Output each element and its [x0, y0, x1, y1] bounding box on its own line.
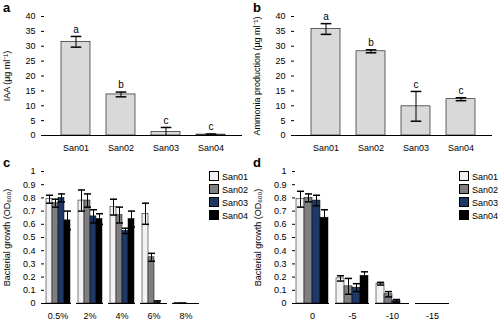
svg-text:0: 0 — [30, 130, 35, 140]
svg-text:c: c — [414, 79, 419, 90]
html-text:San02: San02 — [472, 185, 498, 195]
html-text:San01: San01 — [472, 172, 498, 182]
svg-text:0: 0 — [280, 130, 285, 140]
svg-text:35: 35 — [275, 26, 285, 36]
html-text:d: d — [253, 155, 261, 170]
svg-text:0.5%: 0.5% — [48, 311, 69, 321]
svg-text:15: 15 — [25, 86, 35, 96]
html-text:b: b — [253, 0, 261, 15]
svg-text:30: 30 — [275, 41, 285, 51]
svg-text:0.3: 0.3 — [274, 259, 287, 269]
svg-text:0.4: 0.4 — [23, 246, 36, 256]
svg-text:San03: San03 — [153, 143, 179, 153]
svg-text:0.8: 0.8 — [23, 193, 36, 203]
svg-text:San04: San04 — [448, 143, 474, 153]
svg-text:Bacterial growth (OD₆₀₀): Bacterial growth (OD₆₀₀) — [2, 189, 12, 287]
svg-text:0.2: 0.2 — [274, 272, 287, 282]
svg-text:0.2: 0.2 — [23, 272, 36, 282]
svg-text:6%: 6% — [147, 311, 160, 321]
html-text:a: a — [3, 0, 11, 15]
svg-text:0.3: 0.3 — [23, 259, 36, 269]
svg-text:0: 0 — [281, 298, 286, 308]
svg-text:10: 10 — [275, 101, 285, 111]
html-text:San04: San04 — [222, 211, 248, 221]
svg-text:0.4: 0.4 — [274, 246, 287, 256]
html-text:San02: San02 — [222, 185, 248, 195]
svg-text:0: 0 — [30, 298, 35, 308]
svg-text:San01: San01 — [313, 143, 339, 153]
html-text:San03: San03 — [222, 198, 248, 208]
svg-text:0.7: 0.7 — [274, 206, 287, 216]
svg-text:IAA (µg ml⁻¹): IAA (µg ml⁻¹) — [2, 51, 12, 102]
html-text:San01: San01 — [222, 172, 248, 182]
svg-text:0.7: 0.7 — [23, 206, 36, 216]
svg-text:San02: San02 — [108, 143, 134, 153]
svg-text:40: 40 — [275, 11, 285, 21]
svg-text:San04: San04 — [198, 143, 224, 153]
svg-text:5: 5 — [30, 116, 35, 126]
svg-text:b: b — [368, 37, 374, 48]
svg-text:a: a — [73, 24, 79, 35]
svg-text:Ammonia production (µg ml⁻¹): Ammonia production (µg ml⁻¹) — [252, 16, 262, 135]
svg-text:-15: -15 — [426, 311, 439, 321]
svg-text:8%: 8% — [179, 311, 192, 321]
svg-text:20: 20 — [25, 71, 35, 81]
svg-text:4%: 4% — [115, 311, 128, 321]
svg-text:c: c — [209, 121, 214, 132]
svg-text:1: 1 — [30, 166, 35, 176]
svg-text:0.5: 0.5 — [274, 232, 287, 242]
svg-text:0: 0 — [310, 311, 315, 321]
svg-text:0.1: 0.1 — [23, 285, 36, 295]
svg-text:25: 25 — [25, 56, 35, 66]
svg-text:Bacterial growth (OD₆₀₀): Bacterial growth (OD₆₀₀) — [253, 189, 263, 287]
svg-text:-10: -10 — [386, 311, 399, 321]
html-text:c: c — [3, 155, 11, 170]
svg-text:0.5: 0.5 — [23, 232, 36, 242]
svg-text:0.1: 0.1 — [274, 285, 287, 295]
svg-text:5: 5 — [280, 116, 285, 126]
svg-text:-5: -5 — [348, 311, 356, 321]
svg-text:San01: San01 — [63, 143, 89, 153]
svg-text:0.6: 0.6 — [23, 219, 36, 229]
svg-text:25: 25 — [275, 56, 285, 66]
svg-text:0.9: 0.9 — [23, 180, 36, 190]
svg-text:35: 35 — [25, 26, 35, 36]
svg-text:0.8: 0.8 — [274, 193, 287, 203]
svg-text:c: c — [459, 85, 464, 96]
svg-text:20: 20 — [275, 71, 285, 81]
svg-text:30: 30 — [25, 41, 35, 51]
svg-text:10: 10 — [25, 101, 35, 111]
svg-text:15: 15 — [275, 86, 285, 96]
html-text:San03: San03 — [472, 198, 498, 208]
html-text:San04: San04 — [472, 211, 498, 221]
svg-text:San03: San03 — [403, 143, 429, 153]
svg-text:San02: San02 — [358, 143, 384, 153]
svg-text:0.9: 0.9 — [274, 180, 287, 190]
svg-text:b: b — [118, 79, 124, 90]
svg-text:2%: 2% — [83, 311, 96, 321]
svg-text:0.6: 0.6 — [274, 219, 287, 229]
svg-text:40: 40 — [25, 11, 35, 21]
svg-text:a: a — [323, 11, 329, 22]
svg-text:1: 1 — [281, 166, 286, 176]
svg-text:c: c — [164, 115, 169, 126]
